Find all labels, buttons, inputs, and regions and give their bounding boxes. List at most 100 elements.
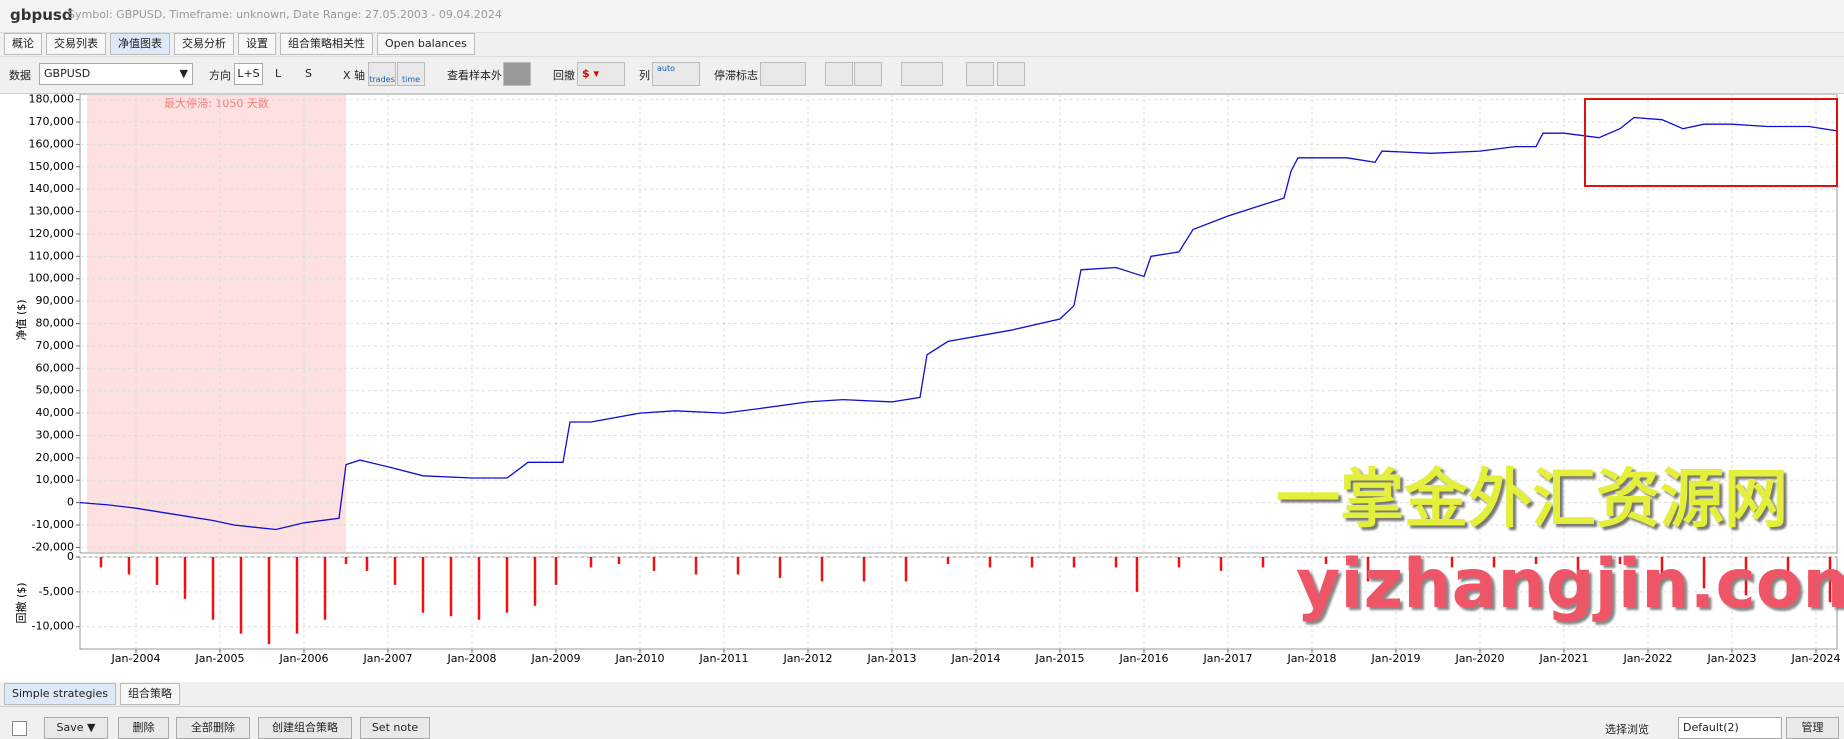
select[interactable]: GBPUSD ▼ xyxy=(39,63,193,85)
title: gbpusd xyxy=(10,6,73,24)
button[interactable]: auto xyxy=(652,62,700,86)
label: 停滞标志 xyxy=(714,69,758,82)
x-tick-label: Jan-2021 xyxy=(1539,652,1589,665)
tab[interactable]: 交易分析 xyxy=(174,33,234,55)
tab[interactable]: Simple strategies xyxy=(4,683,116,705)
stagnation-shade xyxy=(87,95,346,552)
watermark: 一掌金外汇资源网 xyxy=(1276,463,1788,537)
y-tick-label: 0 xyxy=(67,550,74,563)
y-tick-label: 90,000 xyxy=(36,294,75,307)
select-value: GBPUSD xyxy=(44,67,91,80)
tab[interactable]: 组合策略相关性 xyxy=(280,33,373,55)
label: 查看样本外 xyxy=(447,69,502,82)
y-tick-label: 140,000 xyxy=(29,182,75,195)
y-tick-label: 180,000 xyxy=(29,93,75,106)
label: 方向 xyxy=(209,69,231,82)
x-tick-label: Jan-2012 xyxy=(783,652,833,665)
header: gbpusd Symbol: GBPUSD, Timeframe: unknown… xyxy=(0,0,1844,33)
x-tick-label: Jan-2016 xyxy=(1119,652,1169,665)
y-tick-label: -10,000 xyxy=(32,518,74,531)
y-axis-title: 回撤 ($) xyxy=(14,582,28,623)
y-tick-label: 80,000 xyxy=(36,317,75,330)
y-tick-label: 170,000 xyxy=(29,115,75,128)
x-tick-label: Jan-2014 xyxy=(951,652,1001,665)
x-tick-label: Jan-2004 xyxy=(111,652,161,665)
y-tick-label: 50,000 xyxy=(36,384,75,397)
button[interactable]: Set note xyxy=(360,717,430,739)
subtitle: Symbol: GBPUSD, Timeframe: unknown, Date… xyxy=(68,8,502,21)
x-tick-label: Jan-2015 xyxy=(1035,652,1085,665)
select[interactable]: Default(2) xyxy=(1678,717,1782,739)
tabs: 概论 交易列表 净值图表 交易分析 设置 组合策略相关性 Open balances xyxy=(4,33,475,55)
label: 回撤 xyxy=(553,69,575,82)
x-tick-label: Jan-2023 xyxy=(1707,652,1757,665)
x-tick-label: Jan-2020 xyxy=(1455,652,1505,665)
equity-line xyxy=(79,116,1838,531)
tab[interactable]: 概论 xyxy=(4,33,42,55)
y-tick-label: 20,000 xyxy=(36,451,75,464)
y-tick-label: 30,000 xyxy=(36,428,75,441)
tab[interactable]: 设置 xyxy=(238,33,276,55)
x-tick-label: Jan-2008 xyxy=(447,652,497,665)
button[interactable]: 创建组合策略 xyxy=(258,717,352,739)
button[interactable]: L+S xyxy=(234,63,263,85)
tab[interactable]: 交易列表 xyxy=(46,33,106,55)
x-tick-label: Jan-2017 xyxy=(1203,652,1253,665)
button[interactable] xyxy=(997,62,1025,86)
button[interactable]: 管理 xyxy=(1786,717,1839,739)
y-tick-label: -10,000 xyxy=(32,620,74,633)
x-tick-label: Jan-2019 xyxy=(1371,652,1421,665)
y-tick-label: 120,000 xyxy=(29,227,75,240)
x-tick-label: Jan-2005 xyxy=(195,652,245,665)
button[interactable] xyxy=(901,62,943,86)
tab[interactable]: 组合策略 xyxy=(119,683,180,705)
y-tick-label: 130,000 xyxy=(29,205,75,218)
highlight-box xyxy=(1584,98,1838,187)
toolbar: 数据 GBPUSD ▼ 方向 L+S L S X 轴 trades time 查看… xyxy=(0,56,1844,94)
button[interactable] xyxy=(503,62,531,86)
x-tick-label: Jan-2018 xyxy=(1287,652,1337,665)
label: 选择浏览 xyxy=(1605,723,1649,736)
button[interactable]: $ ▾ xyxy=(577,62,625,86)
watermark: yizhangjin.com xyxy=(1296,545,1844,624)
x-tick-label: Jan-2024 xyxy=(1791,652,1841,665)
x-tick-label: Jan-2007 xyxy=(363,652,413,665)
y-tick-label: 110,000 xyxy=(29,249,75,262)
x-tick-label: Jan-2011 xyxy=(699,652,749,665)
button[interactable]: Save ▼ xyxy=(44,717,108,739)
x-tick-label: Jan-2006 xyxy=(279,652,329,665)
button[interactable]: S xyxy=(305,67,312,80)
button[interactable]: L xyxy=(275,67,282,80)
tab[interactable]: 净值图表 xyxy=(110,33,170,55)
button[interactable] xyxy=(760,62,806,86)
label: 列 xyxy=(639,69,650,82)
button-bar: Save ▼ 删除 全部删除 创建组合策略 Set note 选择浏览 Defa… xyxy=(0,706,1844,739)
y-tick-label: 60,000 xyxy=(36,361,75,374)
button[interactable] xyxy=(854,62,882,86)
button[interactable]: 全部删除 xyxy=(176,717,250,739)
y-tick-label: 150,000 xyxy=(29,160,75,173)
y-tick-label: 160,000 xyxy=(29,137,75,150)
button[interactable]: 删除 xyxy=(118,717,169,739)
label: X 轴 xyxy=(343,69,366,82)
y-tick-label: 100,000 xyxy=(29,272,75,285)
y-tick-label: -5,000 xyxy=(39,585,74,598)
x-tick-label: Jan-2022 xyxy=(1623,652,1673,665)
button[interactable] xyxy=(825,62,853,86)
y-axis-title: 净值 ($) xyxy=(14,299,28,340)
x-tick-label: Jan-2013 xyxy=(867,652,917,665)
button[interactable] xyxy=(966,62,994,86)
chart: 净值 ($) 回撤 ($) 最大停滞: 1050 天数 -20,000 -10,00… xyxy=(0,92,1844,682)
button[interactable]: trades xyxy=(368,62,396,86)
bottom-tabs: Simple strategies 组合策略 xyxy=(4,683,180,705)
button[interactable]: time xyxy=(397,62,425,86)
y-tick-label: 10,000 xyxy=(36,473,75,486)
y-tick-label: 0 xyxy=(67,496,74,509)
tab[interactable]: Open balances xyxy=(377,33,475,55)
y-tick-label: 40,000 xyxy=(36,406,75,419)
x-tick-label: Jan-2010 xyxy=(615,652,665,665)
plot-area xyxy=(79,556,1838,650)
select-value: Default(2) xyxy=(1683,721,1739,734)
annotation: 最大停滞: 1050 天数 xyxy=(164,96,269,110)
